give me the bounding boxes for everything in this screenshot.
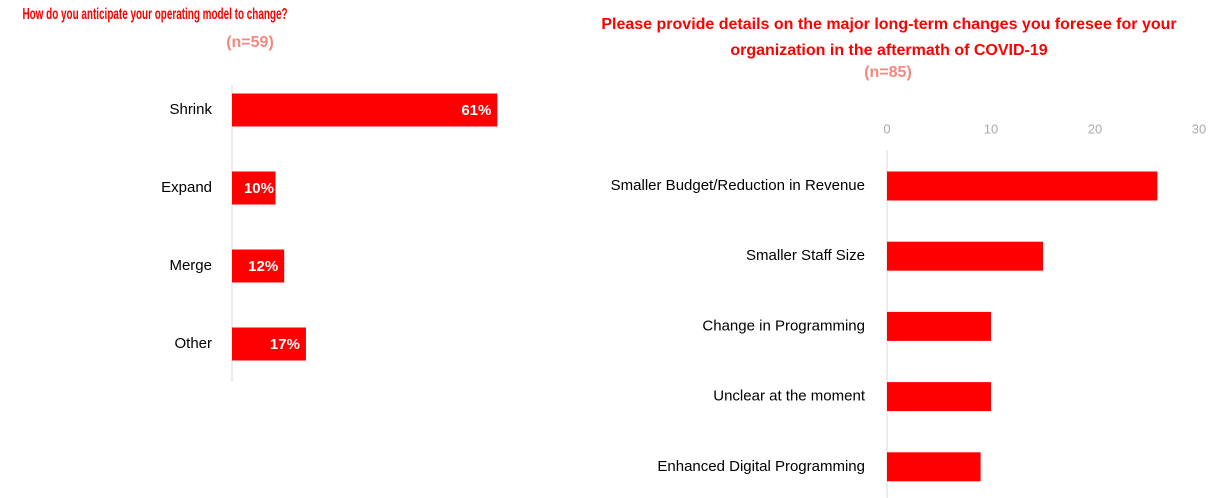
chart-subtitle: (n=59)	[226, 34, 274, 51]
y-tick-label: Expand	[161, 179, 212, 196]
bar	[232, 171, 276, 205]
y-tick-label: Change in Programming	[702, 317, 865, 334]
bar	[232, 327, 306, 361]
bar	[232, 93, 498, 127]
x-tick-label: 0	[883, 121, 890, 136]
y-tick-label: Enhanced Digital Programming	[657, 458, 865, 475]
bar	[887, 171, 1158, 201]
bar	[887, 382, 991, 412]
y-tick-label: Unclear at the moment	[713, 388, 866, 405]
chart-subtitle: (n=85)	[864, 64, 912, 81]
x-tick-label: 20	[1088, 121, 1102, 136]
chart-title: How do you anticipate your operating mod…	[22, 6, 288, 23]
bar	[232, 249, 285, 283]
y-tick-label: Smaller Staff Size	[746, 247, 865, 264]
data-label: 10%	[244, 180, 274, 197]
y-tick-label: Smaller Budget/Reduction in Revenue	[611, 177, 865, 194]
y-tick-label: Merge	[169, 257, 212, 274]
y-tick-label: Shrink	[169, 101, 212, 118]
bar	[887, 452, 981, 482]
x-tick-label: 30	[1192, 121, 1206, 136]
data-label: 61%	[461, 102, 491, 119]
chart-title: Please provide details on the major long…	[601, 16, 1177, 59]
x-tick-label: 10	[984, 121, 998, 136]
bar	[887, 311, 991, 341]
bar	[887, 241, 1043, 271]
data-label: 12%	[248, 258, 278, 275]
y-tick-label: Other	[174, 335, 212, 352]
data-label: 17%	[270, 336, 300, 353]
